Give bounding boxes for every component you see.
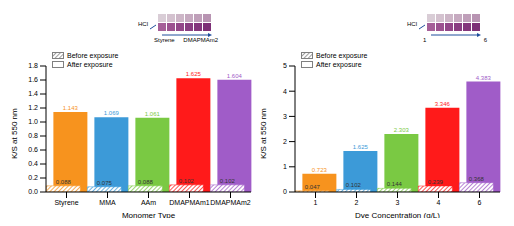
svg-text:1.061: 1.061: [145, 111, 161, 117]
svg-text:1.0: 1.0: [28, 118, 38, 125]
html-text:HCl: HCl: [407, 21, 417, 27]
svg-text:AAm: AAm: [141, 199, 156, 206]
svg-text:Styrene: Styrene: [54, 199, 78, 207]
svg-text:0.368: 0.368: [469, 176, 485, 182]
html-text:After exposure: After exposure: [67, 61, 113, 68]
svg-text:3: 3: [396, 199, 400, 206]
svg-text:MMA: MMA: [99, 199, 116, 206]
svg-text:5: 5: [283, 62, 287, 69]
svg-text:0.047: 0.047: [305, 184, 321, 190]
svg-text:1: 1: [283, 163, 287, 170]
svg-text:Dye Concentration (g/L): Dye Concentration (g/L): [355, 211, 440, 218]
svg-text:1.625: 1.625: [186, 71, 202, 77]
svg-text:2: 2: [355, 199, 359, 206]
html-text:HCl: HCl: [138, 21, 148, 27]
svg-text:0.144: 0.144: [387, 181, 403, 187]
svg-text:0.4: 0.4: [28, 160, 38, 167]
svg-text:1.143: 1.143: [63, 105, 79, 111]
svg-text:1.8: 1.8: [28, 62, 38, 69]
svg-text:3: 3: [283, 113, 287, 120]
html-text:After exposure: After exposure: [316, 61, 362, 68]
svg-text:K/S at 550 nm: K/S at 550 nm: [10, 108, 19, 159]
svg-text:0.102: 0.102: [346, 182, 362, 188]
svg-text:0.8: 0.8: [28, 132, 38, 139]
html-text:Before exposure: Before exposure: [316, 52, 368, 59]
svg-text:6: 6: [478, 199, 482, 206]
svg-text:2.303: 2.303: [394, 127, 410, 133]
html-text:6: 6: [483, 37, 487, 43]
html-text:Styrene: Styrene: [154, 37, 175, 43]
svg-text:DMAPMAm2: DMAPMAm2: [210, 199, 251, 206]
svg-text:3.346: 3.346: [435, 101, 451, 107]
svg-text:0.088: 0.088: [56, 179, 72, 185]
svg-text:1.4: 1.4: [28, 90, 38, 97]
svg-text:0.723: 0.723: [312, 167, 328, 173]
svg-text:0.088: 0.088: [138, 179, 154, 185]
svg-text:0.6: 0.6: [28, 146, 38, 153]
svg-text:0.239: 0.239: [428, 179, 444, 185]
svg-text:1.604: 1.604: [227, 73, 243, 79]
svg-text:1.069: 1.069: [104, 110, 120, 116]
svg-text:4: 4: [283, 88, 287, 95]
svg-text:0: 0: [283, 188, 287, 195]
svg-text:1.625: 1.625: [353, 144, 369, 150]
html-text:DMAPMAm2: DMAPMAm2: [183, 37, 218, 43]
svg-text:0.075: 0.075: [97, 180, 113, 186]
svg-text:2: 2: [283, 138, 287, 145]
svg-text:1.6: 1.6: [28, 76, 38, 83]
svg-text:4: 4: [437, 199, 441, 206]
html-text:Before exposure: Before exposure: [67, 52, 119, 59]
svg-text:DMAPMAm1: DMAPMAm1: [169, 199, 210, 206]
svg-text:Monomer Type: Monomer Type: [122, 211, 176, 218]
svg-text:0.2: 0.2: [28, 174, 38, 181]
svg-text:0.102: 0.102: [220, 178, 236, 184]
html-text:1: 1: [423, 37, 427, 43]
svg-text:0.0: 0.0: [28, 188, 38, 195]
svg-text:0.102: 0.102: [179, 178, 195, 184]
svg-text:1: 1: [314, 199, 318, 206]
svg-text:1.2: 1.2: [28, 104, 38, 111]
svg-text:4.383: 4.383: [476, 75, 492, 81]
svg-text:K/S at 550 nm: K/S at 550 nm: [259, 108, 268, 159]
